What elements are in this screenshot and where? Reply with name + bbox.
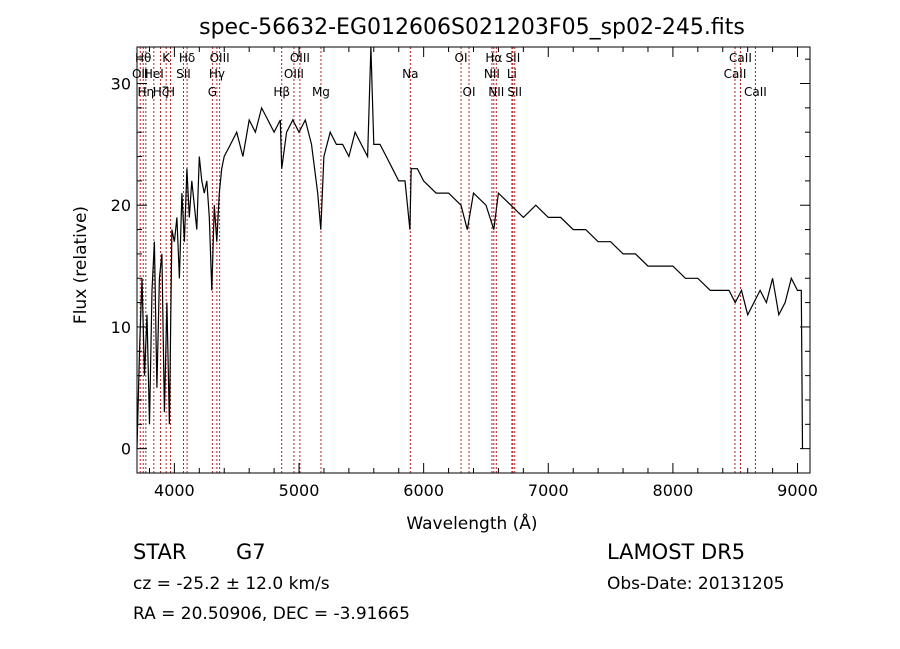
line-marker-label-1: Hθ [135, 51, 151, 65]
line-marker-label-10: Hγ [209, 67, 225, 81]
y-axis-ticks: 0 10 20 30 [111, 58, 810, 459]
line-marker-label-25: CaII [724, 67, 747, 81]
x-tick-label-2: 6000 [403, 481, 444, 500]
y-tick-label-2: 20 [111, 196, 131, 215]
line-marker-label-5: K [162, 51, 171, 65]
line-marker-label-6: H [166, 85, 175, 99]
line-marker-label-17: OI [455, 51, 468, 65]
line-marker-label-0: OII [132, 67, 149, 81]
line-marker-label-12: Hβ [273, 85, 290, 99]
line-marker-label-14: OIII [290, 51, 310, 65]
x-tick-label-3: 7000 [528, 481, 569, 500]
line-marker-label-9: G [208, 85, 217, 99]
line-marker-label-26: CaII [729, 51, 752, 65]
line-marker-label-4: Hζ [153, 85, 169, 99]
spectral-line-labels: OIIHθHηHeIHζKHSIIHδGHγOIIIHβOIIIOIIIMgNa… [132, 51, 767, 99]
chart-title: spec-56632-EG012606S021203F05_sp02-245.f… [199, 15, 745, 40]
spectral-line-markers [139, 47, 756, 473]
line-marker-label-16: Na [402, 67, 418, 81]
line-marker-label-24: SII [507, 85, 522, 99]
line-marker-label-19: NII [484, 67, 500, 81]
x-axis-label: Wavelength (Å) [406, 512, 537, 534]
x-tick-label-5: 9000 [777, 481, 818, 500]
object-class: STAR [133, 540, 187, 564]
line-marker-label-23: SII [506, 51, 521, 65]
line-marker-label-3: HeI [144, 67, 164, 81]
line-marker-label-11: OIII [210, 51, 230, 65]
line-marker-label-15: Mg [312, 85, 330, 99]
survey-name: LAMOST DR5 [607, 540, 746, 564]
plot-frame [136, 46, 811, 474]
x-axis-ticks: 4000 5000 6000 7000 8000 9000 [148, 47, 818, 500]
object-subclass: G7 [236, 540, 266, 564]
line-marker-label-2: Hη [138, 85, 155, 99]
line-marker-label-8: Hδ [179, 51, 195, 65]
x-tick-label-0: 4000 [154, 481, 195, 500]
line-marker-label-7: SII [176, 67, 191, 81]
redshift-cz: cz = -25.2 ± 12.0 km/s [133, 574, 330, 594]
line-marker-label-22: Li [507, 67, 517, 81]
obs-date: Obs-Date: 20131205 [607, 574, 785, 594]
y-tick-label-3: 30 [111, 75, 131, 94]
line-marker-label-13: OIII [284, 67, 304, 81]
spectrum-series [136, 46, 804, 449]
line-marker-label-18: OI [463, 85, 476, 99]
y-tick-label-1: 10 [111, 318, 131, 337]
line-marker-label-21: NII [488, 85, 504, 99]
x-tick-label-1: 5000 [279, 481, 320, 500]
y-axis-label: Flux (relative) [71, 206, 91, 324]
spectrum-line-0 [136, 46, 804, 449]
coordinates: RA = 20.50906, DEC = -3.91665 [133, 604, 410, 624]
y-tick-label-0: 0 [121, 440, 131, 459]
x-tick-label-4: 8000 [653, 481, 694, 500]
line-marker-label-20: Hα [485, 51, 502, 65]
line-marker-label-27: CaII [744, 85, 767, 99]
